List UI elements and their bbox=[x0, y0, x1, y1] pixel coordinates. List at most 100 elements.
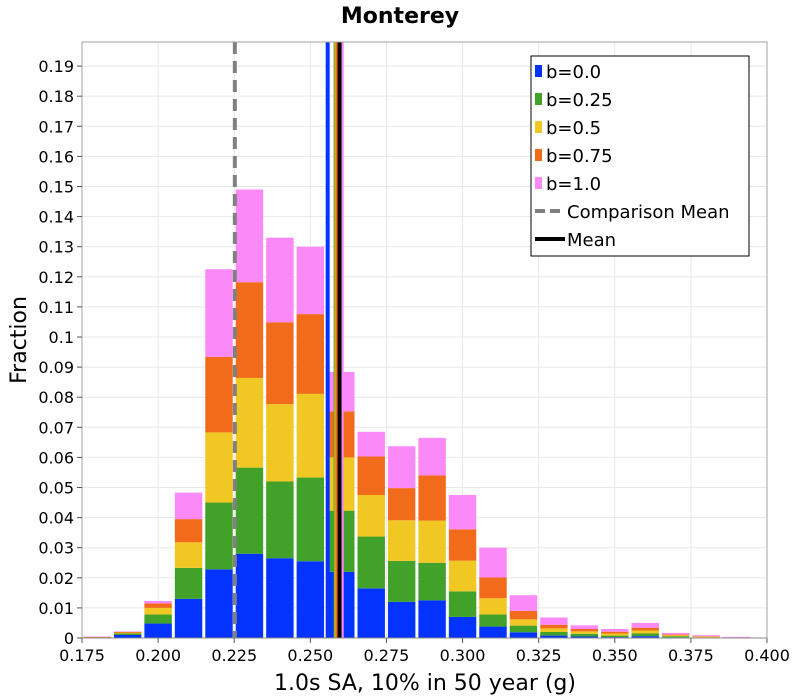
bars bbox=[83, 189, 751, 639]
bar-segment bbox=[205, 432, 233, 503]
y-tick-label: 0.18 bbox=[38, 87, 74, 106]
bar-segment bbox=[509, 632, 538, 638]
bar-segment bbox=[387, 488, 416, 521]
y-tick-label: 0.09 bbox=[38, 358, 74, 377]
bar-segment bbox=[448, 529, 477, 561]
bar-segment bbox=[357, 431, 385, 457]
bar-segment bbox=[509, 625, 538, 633]
bar-segment bbox=[174, 492, 203, 520]
bar-segment bbox=[113, 634, 142, 638]
bar-segment bbox=[144, 600, 172, 604]
bar-segment bbox=[631, 630, 659, 634]
bar-segment bbox=[448, 616, 477, 638]
legend-label: b=0.75 bbox=[546, 146, 613, 167]
y-tick-label: 0.13 bbox=[38, 238, 74, 257]
bar-segment bbox=[631, 633, 659, 637]
bar-segment bbox=[83, 637, 111, 638]
bar-segment bbox=[661, 635, 690, 637]
bar-segment bbox=[448, 495, 477, 530]
y-tick-label: 0.06 bbox=[38, 448, 74, 467]
bar-segment bbox=[601, 635, 629, 638]
bar-segment bbox=[479, 626, 507, 638]
bar-segment bbox=[174, 567, 203, 599]
bar-segment bbox=[540, 628, 568, 632]
bar-segment bbox=[144, 614, 172, 624]
legend-swatch bbox=[535, 177, 542, 189]
bar-segment bbox=[692, 635, 720, 637]
bar-segment bbox=[570, 636, 599, 638]
bar-segment bbox=[631, 627, 659, 631]
bar-segment bbox=[448, 560, 477, 592]
bar-segment bbox=[570, 625, 599, 629]
bar-segment bbox=[113, 631, 142, 632]
x-tick-label: 0.250 bbox=[287, 646, 333, 665]
bar-segment bbox=[692, 636, 720, 638]
legend-label: b=0.5 bbox=[546, 118, 601, 139]
bar-segment bbox=[387, 446, 416, 489]
bar-segment bbox=[266, 558, 294, 638]
y-axis-ticks: 0 0.01 0.02 0.03 0.04 0.05 0.06 0.07 0.08 0.09 0.1… bbox=[38, 57, 82, 648]
bar-segment bbox=[570, 628, 599, 632]
bar-segment bbox=[631, 636, 659, 638]
y-tick-label: 0.08 bbox=[38, 388, 74, 407]
bar-segment bbox=[357, 536, 385, 589]
bar-segment bbox=[357, 588, 385, 638]
x-tick-label: 0.225 bbox=[211, 646, 257, 665]
legend: b=0.0 b=0.25 b=0.5 b=0.75 b=1.0 Comparison Me… bbox=[530, 55, 750, 257]
bar-segment bbox=[479, 598, 507, 615]
bar-segment bbox=[174, 542, 203, 568]
bar-segment bbox=[174, 598, 203, 638]
bar-segment bbox=[387, 601, 416, 638]
bar-segment bbox=[83, 636, 111, 637]
bar-segment bbox=[235, 377, 264, 468]
y-tick-label: 0.03 bbox=[38, 539, 74, 558]
bar-segment bbox=[418, 600, 446, 638]
x-tick-label: 0.350 bbox=[592, 646, 638, 665]
x-tick-label: 0.275 bbox=[364, 646, 410, 665]
y-tick-label: 0.17 bbox=[38, 117, 74, 136]
bar-segment bbox=[418, 562, 446, 601]
y-tick-label: 0.1 bbox=[49, 328, 74, 347]
bar-segment bbox=[570, 631, 599, 634]
legend-label: Mean bbox=[567, 230, 616, 251]
x-axis-ticks: 0.175 0.200 0.225 0.250 0.275 0.300 0.325 0.350… bbox=[59, 638, 790, 665]
x-tick-label: 0.325 bbox=[516, 646, 562, 665]
x-tick-label: 0.375 bbox=[668, 646, 714, 665]
bar-segment bbox=[692, 636, 720, 637]
y-axis-label: Fraction bbox=[7, 296, 32, 384]
y-tick-label: 0.19 bbox=[38, 57, 74, 76]
bar-segment bbox=[144, 623, 172, 638]
y-tick-label: 0 bbox=[64, 629, 74, 648]
y-tick-label: 0.16 bbox=[38, 147, 74, 166]
bar-segment bbox=[296, 314, 325, 394]
bar-segment bbox=[235, 553, 264, 638]
mean-lines bbox=[232, 42, 344, 638]
bar-segment bbox=[387, 560, 416, 602]
bar-segment bbox=[266, 237, 294, 323]
x-tick-label: 0.400 bbox=[744, 646, 790, 665]
bar-segment bbox=[205, 569, 233, 638]
bar-segment bbox=[509, 619, 538, 626]
bar-segment bbox=[540, 635, 568, 638]
legend-swatch bbox=[535, 65, 542, 77]
y-tick-label: 0.12 bbox=[38, 268, 74, 287]
bar-segment bbox=[296, 246, 325, 315]
bar-segment bbox=[418, 437, 446, 476]
x-axis-label: 1.0s SA, 10% in 50 year (g) bbox=[274, 671, 576, 696]
y-tick-label: 0.02 bbox=[38, 569, 74, 588]
bar-segment bbox=[661, 634, 690, 636]
legend-label: b=0.0 bbox=[546, 62, 601, 83]
plot-frame bbox=[81, 41, 768, 639]
bar-segment bbox=[540, 624, 568, 629]
x-tick-label: 0.175 bbox=[59, 646, 105, 665]
bar-segment bbox=[144, 603, 172, 608]
legend-swatch bbox=[535, 93, 542, 105]
bar-segment bbox=[144, 607, 172, 615]
bar-segment bbox=[631, 622, 659, 628]
bar-segment bbox=[235, 189, 264, 283]
bar-segment bbox=[266, 404, 294, 482]
bar-segment bbox=[235, 467, 264, 554]
y-tick-label: 0.01 bbox=[38, 599, 74, 618]
x-tick-label: 0.200 bbox=[135, 646, 181, 665]
